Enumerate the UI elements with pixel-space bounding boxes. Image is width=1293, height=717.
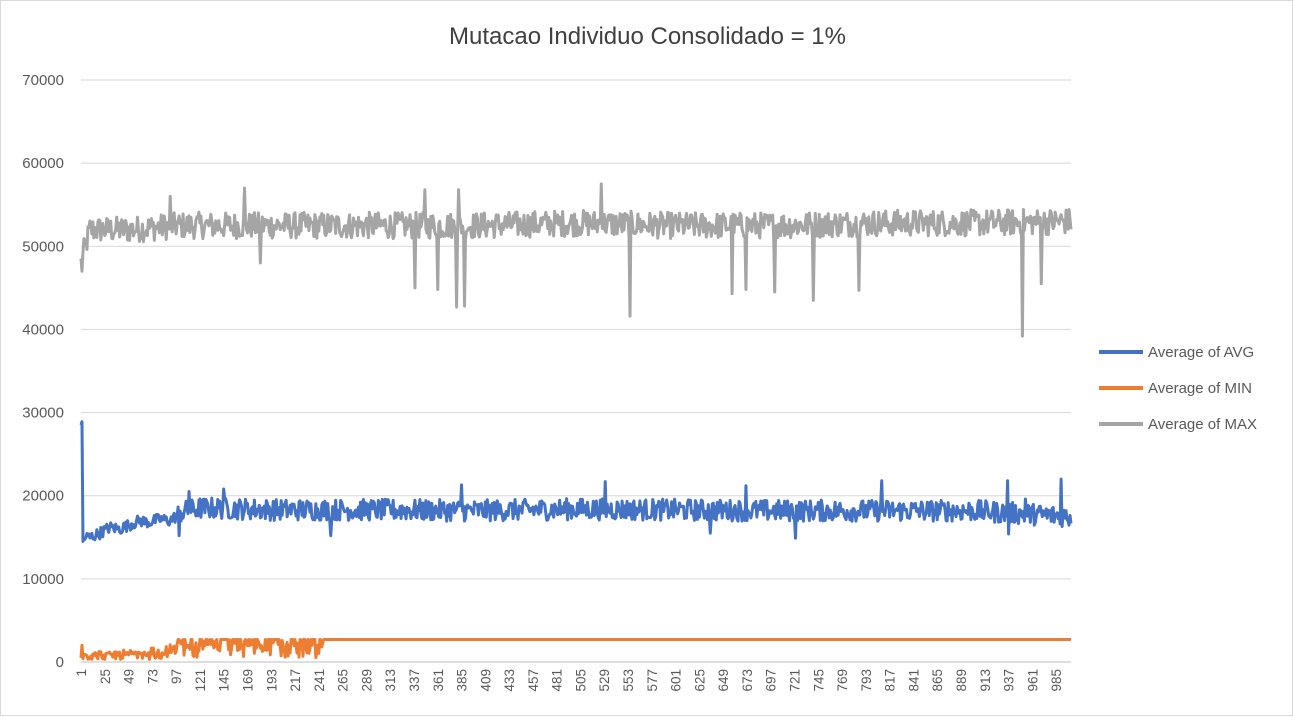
x-tick-label: 49 [122,669,137,684]
y-axis-ticks: 0 10000 20000 30000 40000 50000 60000 70000 [22,72,64,671]
chart-title: Mutacao Individuo Consolidado = 1% [449,23,846,50]
y-tick-label: 10000 [22,571,64,588]
x-tick-label: 313 [383,669,398,692]
x-tick-label: 1 [74,669,89,677]
y-tick-label: 30000 [22,405,64,422]
x-tick-label: 553 [621,669,636,692]
x-tick-label: 961 [1025,669,1040,692]
gridlines [81,79,1071,663]
x-tick-label: 745 [811,669,826,692]
x-axis: 1 25 49 73 97 121 145 169 193 217 241 265 289 313 337 3… [74,661,1071,692]
x-tick-label: 409 [478,669,493,692]
x-tick-label: 529 [597,669,612,692]
x-tick-label: 913 [978,669,993,692]
x-tick-label: 649 [716,669,731,692]
x-tick-label: 889 [954,669,969,692]
legend-label-min: Average of MIN [1148,380,1252,397]
x-tick-label: 697 [764,669,779,692]
x-tick-label: 457 [526,669,541,692]
x-tick-label: 841 [906,669,921,692]
x-tick-label: 241 [312,669,327,692]
legend-label-avg: Average of AVG [1148,344,1254,361]
x-tick-label: 121 [193,669,208,692]
x-tick-label: 817 [883,669,898,692]
series-line-min [79,637,1072,661]
x-tick-label: 97 [169,669,184,684]
y-tick-label: 40000 [22,321,64,338]
x-tick-label: 193 [264,669,279,692]
x-tick-label: 289 [359,669,374,692]
x-tick-label: 337 [407,669,422,692]
y-tick-label: 0 [56,654,64,671]
series-line-avg [79,420,1073,543]
x-tick-label: 721 [788,669,803,692]
x-tick-label: 601 [669,669,684,692]
x-tick-label: 865 [930,669,945,692]
legend-label-max: Average of MAX [1148,416,1257,433]
x-tick-label: 25 [98,669,113,684]
x-tick-label: 505 [573,669,588,692]
x-tick-label: 793 [859,669,874,692]
x-tick-label: 145 [217,669,232,692]
y-tick-label: 70000 [22,72,64,89]
y-tick-label: 20000 [22,488,64,505]
x-tick-label: 433 [502,669,517,692]
series-line-max [79,182,1073,338]
x-tick-label: 73 [145,669,160,684]
x-tick-label: 169 [240,669,255,692]
x-tick-label: 937 [1002,669,1017,692]
x-tick-label: 985 [1049,669,1064,692]
y-tick-label: 60000 [22,155,64,172]
legend: Average of AVG Average of MIN Average of M… [1099,344,1257,433]
x-tick-label: 385 [455,669,470,692]
x-tick-label: 481 [550,669,565,692]
x-tick-label: 217 [288,669,303,692]
y-tick-label: 50000 [22,238,64,255]
x-tick-label: 673 [740,669,755,692]
x-tick-label: 361 [431,669,446,692]
x-tick-label: 577 [645,669,660,692]
x-tick-label: 769 [835,669,850,692]
series-lines [79,182,1073,661]
x-tick-label: 265 [336,669,351,692]
x-tick-label: 625 [692,669,707,692]
